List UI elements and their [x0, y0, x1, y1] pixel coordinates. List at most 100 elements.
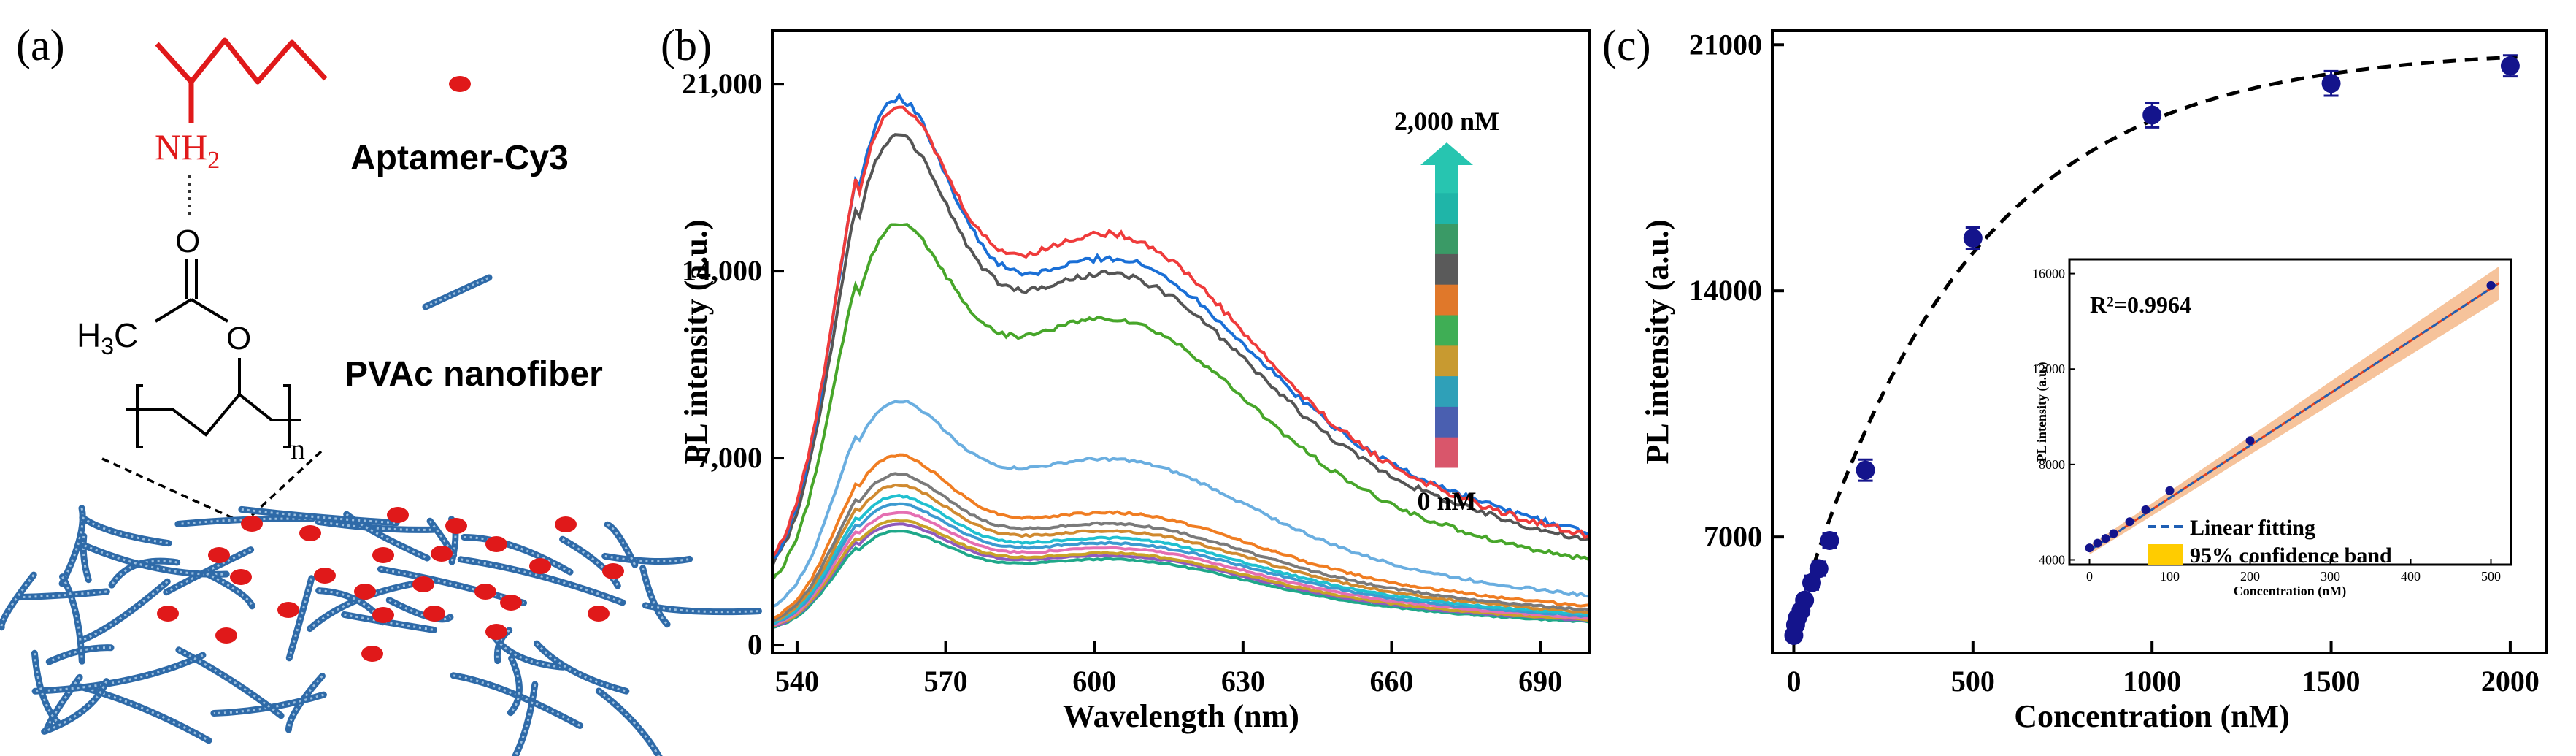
inset-x-tick-label: 300	[2321, 569, 2340, 584]
panel-b-y-axis-label: PL intensity (a.u.)	[678, 220, 714, 465]
spectrum-series	[771, 105, 1590, 558]
spectrum-series	[772, 399, 1589, 608]
aptamer-dot	[423, 606, 445, 622]
nanofiber	[31, 649, 62, 727]
x-tick-label: 1000	[2123, 665, 2181, 698]
inset-y-axis-label: PL intensity (a.u.)	[2034, 362, 2050, 462]
aptamer-dot	[230, 569, 252, 585]
panel-b-x-axis-label: Wavelength (nm)	[1063, 698, 1299, 734]
nanofiber-texture	[48, 646, 112, 663]
spectrum-series	[772, 453, 1589, 621]
nanofiber-texture	[514, 684, 537, 756]
aptamer-dot	[602, 563, 624, 579]
data-point	[1963, 229, 1983, 248]
inset-data-point	[2085, 543, 2094, 553]
nanofiber-texture	[0, 574, 35, 628]
data-point	[1856, 460, 1875, 480]
repeat-subscript: n	[291, 432, 305, 465]
fiber-legend-label: PVAc nanofiber	[345, 355, 603, 394]
repeat-bracket-left	[136, 384, 143, 448]
arrow-gradient-segment	[1435, 437, 1458, 468]
spectrum-series	[771, 223, 1590, 581]
data-point	[2321, 74, 2341, 93]
inset-data-point	[2486, 280, 2496, 290]
nanofiber-texture	[241, 508, 397, 524]
arrow-gradient-segment	[1435, 406, 1458, 438]
aptamer-dot	[314, 568, 336, 584]
inset-x-tick-label: 400	[2401, 569, 2421, 584]
spectrum-series	[772, 483, 1589, 623]
nanofiber-texture	[536, 643, 627, 692]
aptamer-dot	[208, 547, 230, 563]
y-tick-label: 7,000	[696, 441, 762, 474]
inset-y-tick-label: 8000	[2039, 457, 2065, 472]
ester-oxygen: O	[226, 321, 251, 356]
inset-data-point	[2245, 436, 2255, 446]
x-tick-label: 690	[1518, 665, 1562, 698]
aptamer-dot	[445, 518, 467, 534]
nanofiber-texture	[604, 554, 690, 563]
arrow-gradient-segment	[1435, 284, 1458, 316]
nanofiber-texture	[309, 582, 417, 630]
inset-data-point	[2093, 538, 2102, 548]
inset-content: 0 100 200 300 400 500 4000 8000 12000 16000	[2032, 267, 2501, 584]
y-tick-label: 14000	[1689, 274, 1762, 307]
repeat-bracket-right	[283, 384, 291, 448]
panel-b-series	[771, 92, 1590, 630]
nanofiber	[341, 611, 437, 633]
carbonyl-oxygen: O	[175, 224, 200, 259]
amine-group: NH2	[155, 126, 220, 174]
nanofiber	[0, 571, 37, 631]
aptamer-dot	[485, 624, 507, 640]
nanofiber	[79, 514, 172, 547]
inset-legend-band-label: 95% confidence band	[2190, 543, 2392, 568]
data-point	[1795, 590, 1815, 610]
nanofiber	[457, 556, 626, 606]
aptamer-dot	[412, 576, 434, 592]
ester-bond	[190, 298, 229, 323]
y-tick-label: 0	[747, 628, 762, 661]
arrow-head	[1420, 142, 1473, 165]
nanofiber	[639, 565, 671, 628]
nanofiber	[175, 646, 285, 719]
arrow-bottom-label: 0 nM	[1418, 486, 1477, 516]
nanofiber	[559, 535, 621, 589]
aptamer-dot	[361, 646, 383, 662]
arrow-gradient-segment	[1435, 162, 1458, 194]
panel-b: (b) 540 570 600 630 660 690 0 7,000 14,000 21,000…	[661, 21, 1591, 734]
y-tick-label: 7000	[1704, 520, 1762, 553]
panel-c-inset: 0 100 200 300 400 500 4000 8000 12000 16000 R²=0.…	[2032, 258, 2512, 599]
nanofiber	[285, 673, 326, 733]
spectrum-series	[772, 92, 1590, 560]
zoom-line-left	[101, 457, 238, 522]
x-tick-label: 540	[775, 665, 819, 698]
nanofiber-texture	[496, 629, 510, 661]
inset-x-tick-label: 100	[2160, 569, 2180, 584]
spectrum-series	[772, 502, 1589, 626]
aptamer-dot	[387, 507, 409, 523]
nanofiber	[642, 602, 762, 616]
arrow-gradient-segment	[1435, 223, 1458, 254]
concentration-arrow	[1420, 142, 1473, 468]
nanofiber-texture	[213, 693, 324, 714]
aptamer-dot	[241, 516, 263, 532]
nanofiber-texture	[598, 690, 661, 756]
panel-b-ticks: 540 570 600 630 660 690 0 7,000 14,000 21,000	[682, 67, 1562, 698]
inset-fit-core	[2088, 282, 2500, 551]
aptamer-dot	[431, 546, 453, 562]
inset-y-tick-label: 4000	[2039, 552, 2065, 567]
aptamer-dot-legend	[449, 76, 471, 92]
arrow-top-label: 2,000 nM	[1394, 107, 1499, 136]
aptamer-dot	[372, 547, 394, 563]
data-point	[2500, 56, 2520, 76]
inset-data-point	[2101, 534, 2110, 543]
arrow-gradient-segment	[1435, 375, 1458, 407]
aptamer-dot	[157, 606, 179, 622]
x-tick-label: 630	[1221, 665, 1265, 698]
nanofiber-texture	[177, 517, 312, 525]
nanofiber-texture	[35, 654, 204, 692]
spectrum-series	[771, 493, 1589, 625]
data-point	[1809, 559, 1829, 579]
